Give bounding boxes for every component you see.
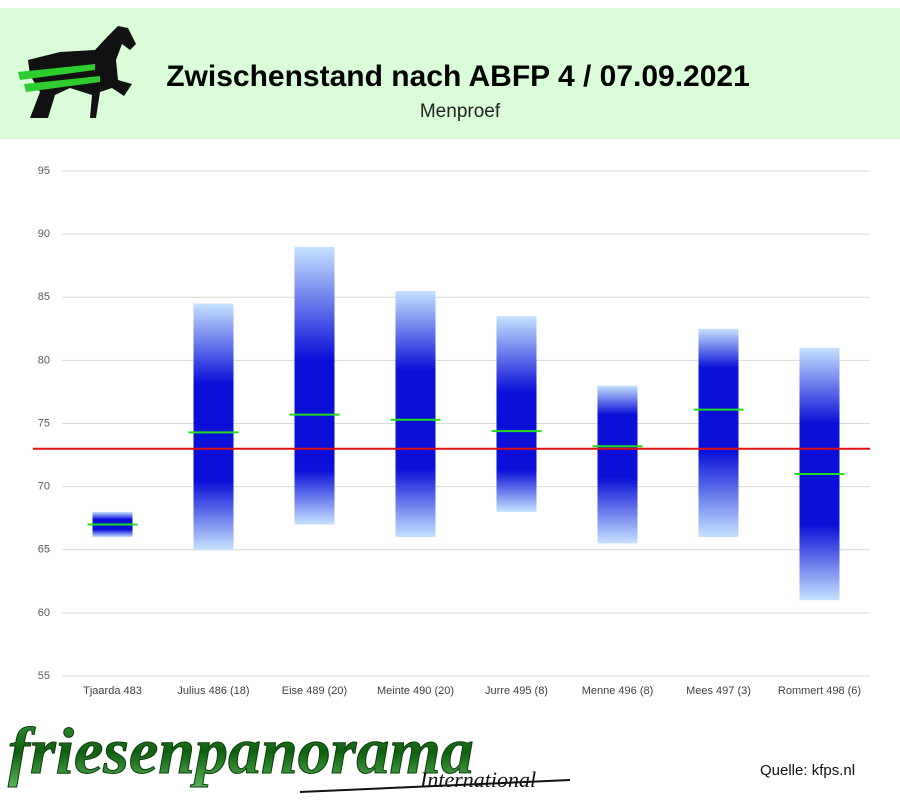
range-bar [294, 246, 335, 525]
footer-logo-sub: International [419, 767, 536, 792]
range-bar [496, 316, 537, 512]
range-bar [193, 303, 234, 550]
x-tick-label: Jurre 495 (8) [485, 685, 548, 697]
x-tick-label: Tjaarda 483 [83, 685, 142, 697]
logo-swash [299, 779, 571, 793]
header-band [0, 8, 900, 139]
x-tick-label: Meinte 490 (20) [377, 685, 454, 697]
chart-title: Zwischenstand nach ABFP 4 / 07.09.2021 [166, 60, 750, 93]
source-note: Quelle: kfps.nl [760, 762, 855, 779]
range-bar [597, 385, 638, 544]
y-tick-label: 95 [38, 165, 50, 177]
x-tick-label: Mees 497 (3) [686, 685, 751, 697]
y-tick-label: 80 [38, 354, 50, 366]
y-tick-label: 75 [38, 417, 50, 429]
y-tick-label: 55 [38, 670, 50, 682]
x-tick-label: Rommert 498 (6) [778, 685, 861, 697]
range-bar [395, 290, 436, 538]
y-tick-label: 90 [38, 228, 50, 240]
x-tick-label: Menne 496 (8) [582, 685, 654, 697]
horse-logo [18, 26, 136, 118]
y-tick-label: 60 [38, 607, 50, 619]
chart-subtitle: Menproef [420, 101, 501, 122]
x-tick-label: Eise 489 (20) [282, 685, 347, 697]
y-tick-label: 65 [38, 544, 50, 556]
y-tick-label: 85 [38, 291, 50, 303]
y-tick-label: 70 [38, 481, 50, 493]
footer-logo: friesenpanorama [8, 715, 474, 788]
x-tick-label: Julius 486 (18) [177, 685, 249, 697]
range-bar [698, 328, 739, 538]
